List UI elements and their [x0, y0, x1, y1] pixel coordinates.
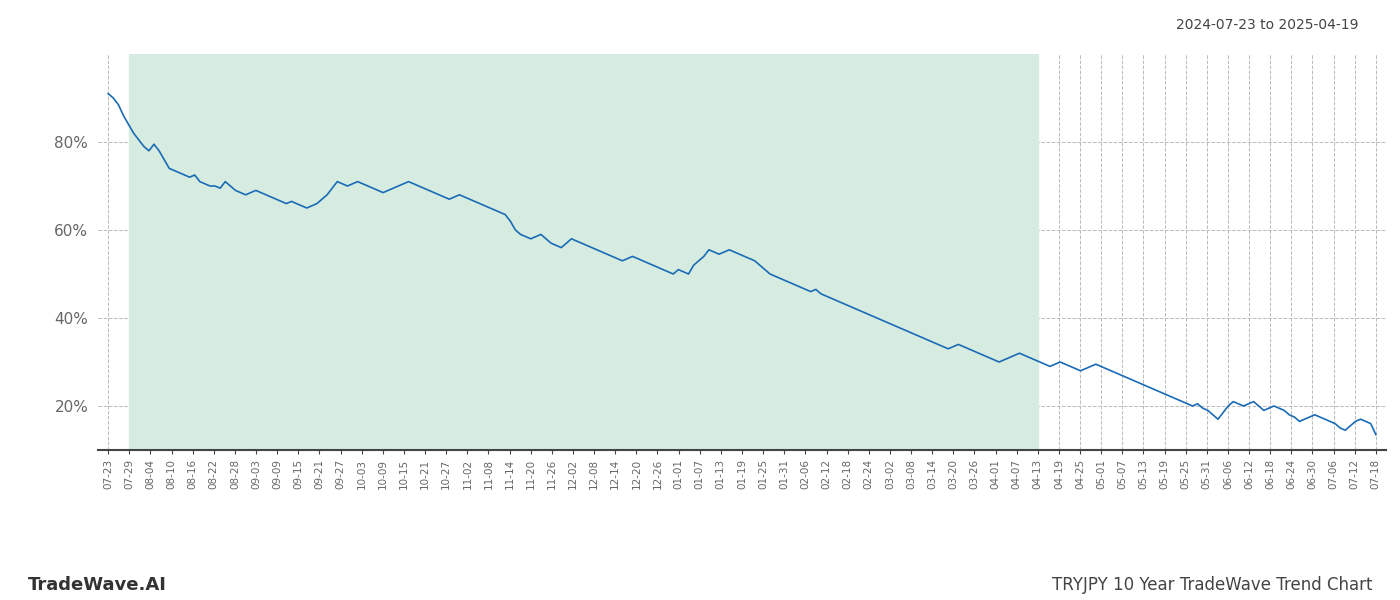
- Text: 2024-07-23 to 2025-04-19: 2024-07-23 to 2025-04-19: [1176, 18, 1358, 32]
- Text: TradeWave.AI: TradeWave.AI: [28, 576, 167, 594]
- Bar: [129, 54, 1037, 450]
- Text: TRYJPY 10 Year TradeWave Trend Chart: TRYJPY 10 Year TradeWave Trend Chart: [1051, 576, 1372, 594]
